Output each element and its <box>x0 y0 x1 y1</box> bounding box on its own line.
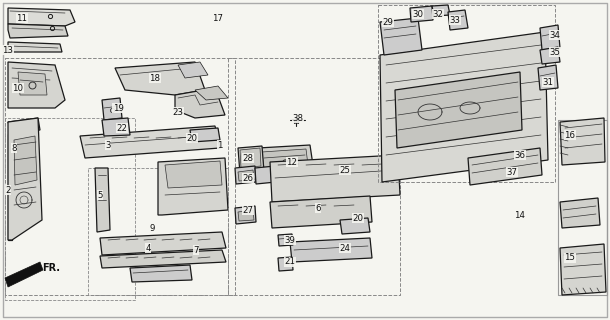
Polygon shape <box>195 86 228 100</box>
Polygon shape <box>8 134 12 240</box>
Polygon shape <box>238 170 254 181</box>
Polygon shape <box>14 136 37 185</box>
Text: 28: 28 <box>243 154 254 163</box>
Text: 5: 5 <box>97 190 102 199</box>
Polygon shape <box>540 47 560 64</box>
Polygon shape <box>235 206 256 224</box>
Text: 8: 8 <box>11 143 16 153</box>
Polygon shape <box>18 72 47 95</box>
Text: 4: 4 <box>145 244 151 252</box>
Polygon shape <box>262 149 308 168</box>
Text: 1: 1 <box>217 140 223 149</box>
Text: 3: 3 <box>106 140 111 149</box>
Polygon shape <box>290 238 372 262</box>
Text: 34: 34 <box>550 30 561 39</box>
Text: 24: 24 <box>340 244 351 252</box>
Text: 18: 18 <box>149 74 160 83</box>
Polygon shape <box>80 126 220 158</box>
Polygon shape <box>432 5 450 16</box>
Polygon shape <box>240 148 261 168</box>
Text: 16: 16 <box>564 131 575 140</box>
Text: 14: 14 <box>514 211 525 220</box>
Text: 21: 21 <box>284 258 295 267</box>
Polygon shape <box>100 250 226 268</box>
Polygon shape <box>270 196 372 228</box>
Polygon shape <box>448 10 468 30</box>
Polygon shape <box>8 62 65 108</box>
Polygon shape <box>8 118 42 240</box>
Polygon shape <box>130 265 192 282</box>
Text: 11: 11 <box>16 13 27 22</box>
Polygon shape <box>8 118 40 134</box>
Polygon shape <box>102 98 122 120</box>
Text: 32: 32 <box>432 10 443 19</box>
Polygon shape <box>380 18 422 55</box>
Text: 22: 22 <box>117 124 127 132</box>
Text: 25: 25 <box>340 165 351 174</box>
Polygon shape <box>115 62 205 95</box>
Polygon shape <box>560 198 600 228</box>
Polygon shape <box>258 145 314 175</box>
Text: 27: 27 <box>243 205 254 214</box>
Text: 9: 9 <box>149 223 155 233</box>
Polygon shape <box>395 72 522 148</box>
Polygon shape <box>8 42 62 52</box>
Polygon shape <box>410 6 433 22</box>
Text: 10: 10 <box>12 84 24 92</box>
Text: 37: 37 <box>506 167 517 177</box>
Text: 30: 30 <box>412 10 423 19</box>
Text: 20: 20 <box>187 133 198 142</box>
Polygon shape <box>380 32 548 182</box>
Polygon shape <box>165 161 222 188</box>
Polygon shape <box>95 168 110 232</box>
Polygon shape <box>560 244 606 295</box>
Polygon shape <box>340 218 370 234</box>
Polygon shape <box>540 25 560 50</box>
Polygon shape <box>5 262 43 287</box>
Polygon shape <box>175 88 225 118</box>
Polygon shape <box>8 8 75 26</box>
Polygon shape <box>235 166 256 184</box>
Polygon shape <box>8 24 68 38</box>
Text: 6: 6 <box>315 204 321 212</box>
Text: 38: 38 <box>293 114 304 123</box>
Polygon shape <box>278 257 293 271</box>
Polygon shape <box>102 118 130 136</box>
Text: 36: 36 <box>514 150 525 159</box>
Polygon shape <box>158 158 228 215</box>
Text: 15: 15 <box>564 253 575 262</box>
Polygon shape <box>238 210 254 221</box>
Polygon shape <box>468 148 542 185</box>
Text: 2: 2 <box>5 186 11 195</box>
Text: 23: 23 <box>173 108 184 116</box>
Polygon shape <box>270 155 400 202</box>
Polygon shape <box>278 234 293 246</box>
Polygon shape <box>255 166 276 184</box>
Text: 13: 13 <box>2 45 13 54</box>
Text: FR.: FR. <box>42 263 60 273</box>
Text: 20: 20 <box>353 213 364 222</box>
Text: 7: 7 <box>193 245 199 254</box>
Polygon shape <box>238 146 264 174</box>
Text: 39: 39 <box>284 236 295 244</box>
Polygon shape <box>100 232 226 255</box>
Polygon shape <box>538 65 558 90</box>
Text: 29: 29 <box>382 18 393 27</box>
Text: 12: 12 <box>287 157 298 166</box>
Polygon shape <box>178 62 208 78</box>
Text: 19: 19 <box>113 103 123 113</box>
Polygon shape <box>190 128 220 142</box>
Text: 31: 31 <box>542 77 553 86</box>
Text: 17: 17 <box>212 13 223 22</box>
Text: 26: 26 <box>243 173 254 182</box>
Polygon shape <box>560 118 605 165</box>
Text: 33: 33 <box>450 15 461 25</box>
Text: 35: 35 <box>550 47 561 57</box>
